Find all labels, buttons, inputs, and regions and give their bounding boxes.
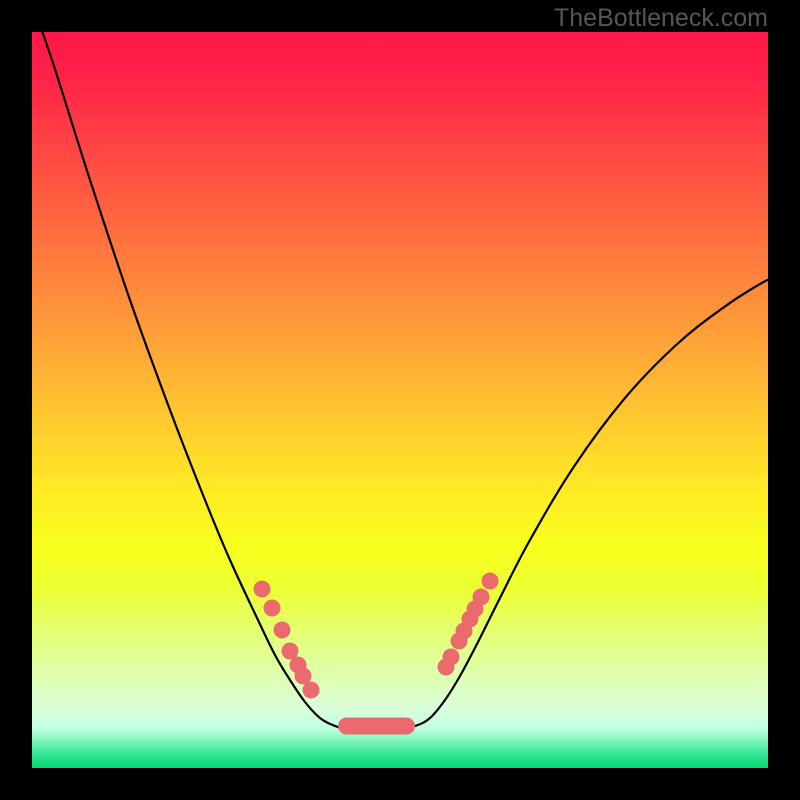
- watermark-text: TheBottleneck.com: [554, 4, 768, 33]
- data-marker: [303, 682, 320, 699]
- data-marker: [274, 622, 291, 639]
- bottom-band-marker: [338, 718, 415, 735]
- chart-curves-layer: [0, 0, 800, 800]
- data-marker: [254, 581, 271, 598]
- data-marker: [264, 600, 281, 617]
- left-curve: [32, 4, 370, 731]
- data-marker: [482, 573, 499, 590]
- plot-area: [32, 32, 768, 768]
- data-marker: [443, 649, 460, 666]
- chart-canvas: TheBottleneck.com: [0, 0, 800, 800]
- right-curve: [370, 264, 800, 731]
- left-markers: [254, 581, 320, 699]
- data-marker: [473, 589, 490, 606]
